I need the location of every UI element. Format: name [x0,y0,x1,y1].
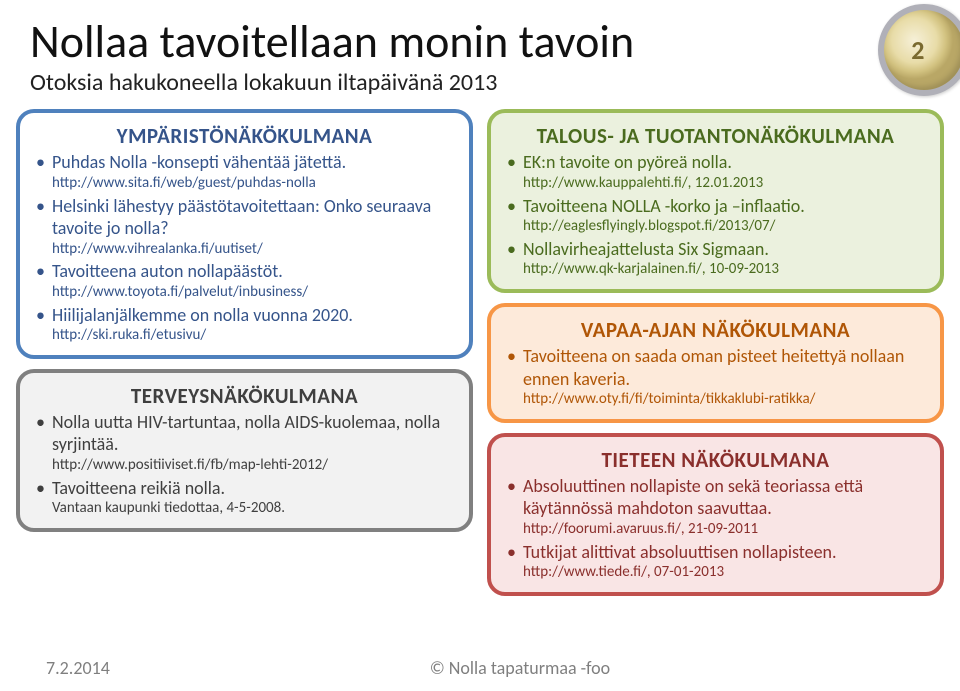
science-title: TIETEEN NÄKÖKULMANA [505,447,926,473]
list-item: Puhdas Nolla -konsepti vähentää jätettä. [34,151,455,174]
item-text: Tavoitteena on saada oman pisteet heitet… [523,345,904,390]
item-sub: http://foorumi.avaruus.fi/, 21-09-2011 [505,520,926,539]
footer-copyright: © Nolla tapaturmaa -foo [110,657,930,679]
economy-box: TALOUS- JA TUOTANTONÄKÖKULMANA EK:n tavo… [487,109,944,293]
item-text: Hiilijalanjälkemme on nolla vuonna 2020. [52,304,353,326]
environment-list: Puhdas Nolla -konsepti vähentää jätettä.… [34,151,455,345]
economy-list: EK:n tavoite on pyöreä nolla. http://www… [505,151,926,279]
list-item: Tavoitteena reikiä nolla. [34,477,455,500]
left-column: YMPÄRISTÖNÄKÖKULMANA Puhdas Nolla -konse… [16,109,473,596]
list-item: Tavoitteena on saada oman pisteet heitet… [505,345,926,390]
item-sub: http://www.sita.fi/web/guest/puhdas-noll… [34,174,455,193]
item-text: Puhdas Nolla -konsepti vähentää jätettä. [52,151,346,173]
item-text: Tavoitteena auton nollapäästöt. [52,260,283,282]
list-item: Absoluuttinen nollapiste on sekä teorias… [505,475,926,520]
health-list: Nolla uutta HIV-tartuntaa, nolla AIDS-ku… [34,411,455,518]
list-item: Helsinki lähestyy päästötavoitettaan: On… [34,195,455,240]
environment-box: YMPÄRISTÖNÄKÖKULMANA Puhdas Nolla -konse… [16,109,473,359]
content-columns: YMPÄRISTÖNÄKÖKULMANA Puhdas Nolla -konse… [0,101,960,596]
item-text: Nolla uutta HIV-tartuntaa, nolla AIDS-ku… [52,411,440,456]
economy-title: TALOUS- JA TUOTANTONÄKÖKULMANA [505,123,926,149]
leisure-title: VAPAA-AJAN NÄKÖKULMANA [505,317,926,343]
footer-date: 7.2.2014 [46,657,110,679]
item-text: Tutkijat alittivat absoluuttisen nollapi… [523,541,837,563]
list-item: Tavoitteena NOLLA -korko ja –inflaatio. [505,195,926,218]
health-title: TERVEYSNÄKÖKULMANA [34,383,455,409]
euro-coin-graphic [878,4,960,96]
header: Nollaa tavoitellaan monin tavoin Otoksia… [0,0,960,101]
item-sub: http://ski.ruka.fi/etusivu/ [34,326,455,345]
item-sub: http://www.vihrealanka.fi/uutiset/ [34,240,455,259]
item-text: Nollavirheajattelusta Six Sigmaan. [523,238,769,260]
science-box: TIETEEN NÄKÖKULMANA Absoluuttinen nollap… [487,433,944,596]
science-list: Absoluuttinen nollapiste on sekä teorias… [505,475,926,582]
item-sub: http://www.positiiviset.fi/fb/map-lehti-… [34,456,455,475]
item-sub: http://www.kauppalehti.fi/, 12.01.2013 [505,174,926,193]
list-item: Hiilijalanjälkemme on nolla vuonna 2020. [34,304,455,327]
page-title: Nollaa tavoitellaan monin tavoin [30,18,930,66]
item-text: EK:n tavoite on pyöreä nolla. [523,151,732,173]
list-item: Tutkijat alittivat absoluuttisen nollapi… [505,541,926,564]
list-item: Nollavirheajattelusta Six Sigmaan. [505,238,926,261]
list-item: Nolla uutta HIV-tartuntaa, nolla AIDS-ku… [34,411,455,456]
item-text: Helsinki lähestyy päästötavoitettaan: On… [52,195,431,240]
item-sub: http://www.toyota.fi/palvelut/inbusiness… [34,283,455,302]
leisure-list: Tavoitteena on saada oman pisteet heitet… [505,345,926,409]
item-sub: Vantaan kaupunki tiedottaa, 4-5-2008. [34,499,455,518]
item-sub: http://www.tiede.fi/, 07-01-2013 [505,563,926,582]
right-column: TALOUS- JA TUOTANTONÄKÖKULMANA EK:n tavo… [487,109,944,596]
list-item: Tavoitteena auton nollapäästöt. [34,260,455,283]
page-subtitle: Otoksia hakukoneella lokakuun iltapäivän… [30,68,930,97]
environment-title: YMPÄRISTÖNÄKÖKULMANA [34,123,455,149]
item-text: Tavoitteena NOLLA -korko ja –inflaatio. [523,195,805,217]
item-sub: http://www.oty.fi/fi/toiminta/tikkaklubi… [505,390,926,409]
item-sub: http://www.qk-karjalainen.fi/, 10-09-201… [505,260,926,279]
footer: 7.2.2014 © Nolla tapaturmaa -foo [0,657,960,679]
item-sub: http://eaglesflyingly.blogspot.fi/2013/0… [505,217,926,236]
leisure-box: VAPAA-AJAN NÄKÖKULMANA Tavoitteena on sa… [487,303,944,423]
item-text: Absoluuttinen nollapiste on sekä teorias… [523,475,863,520]
health-box: TERVEYSNÄKÖKULMANA Nolla uutta HIV-tartu… [16,369,473,532]
item-text: Tavoitteena reikiä nolla. [52,477,225,499]
list-item: EK:n tavoite on pyöreä nolla. [505,151,926,174]
